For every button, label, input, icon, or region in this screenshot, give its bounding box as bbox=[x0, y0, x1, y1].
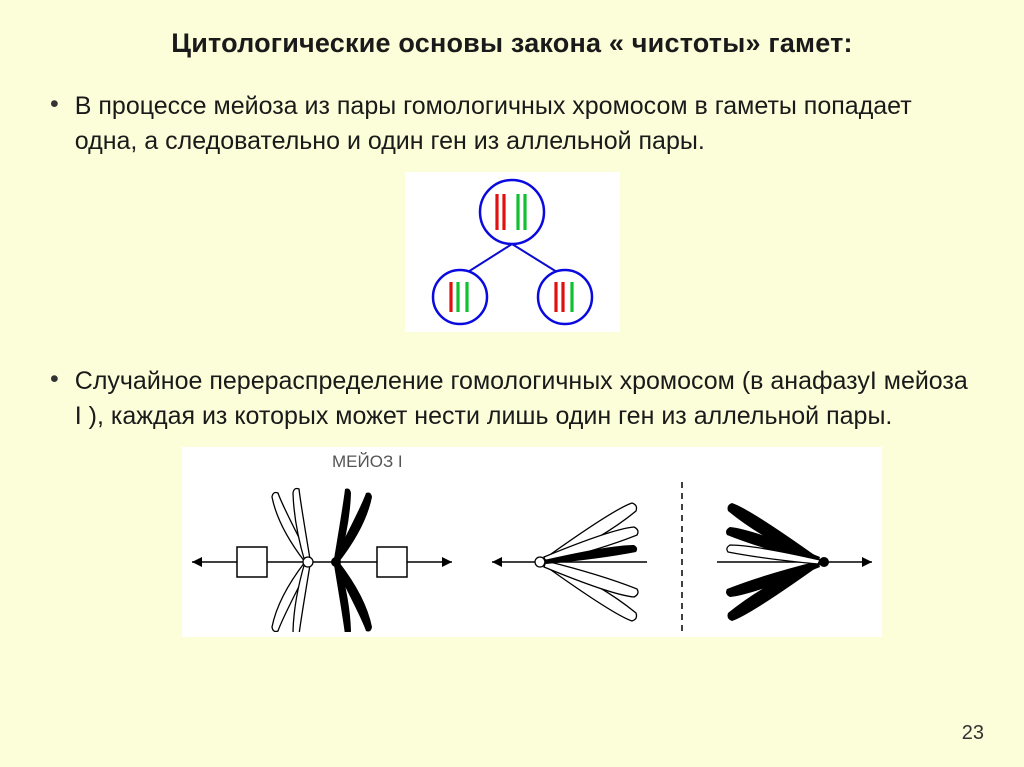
bullet-text: В процессе мейоза из пары гомологичных х… bbox=[75, 89, 974, 158]
figure-2-wrap: МЕЙОЗ I bbox=[50, 447, 974, 637]
figure-1-wrap bbox=[50, 172, 974, 332]
meiosis-label: МЕЙОЗ I bbox=[332, 452, 403, 471]
bullet-point-1: • В процессе мейоза из пары гомологичных… bbox=[50, 89, 974, 158]
meiosis-figure-block: МЕЙОЗ I bbox=[182, 447, 882, 637]
slide-title: Цитологические основы закона « чистоты» … bbox=[50, 28, 974, 59]
gamete-diagram bbox=[405, 172, 620, 332]
page-number: 23 bbox=[962, 722, 984, 745]
bullet-marker: • bbox=[50, 92, 59, 117]
bullet-point-2: • Случайное перераспределение гомологичн… bbox=[50, 364, 974, 433]
meiosis-diagram: МЕЙОЗ I bbox=[182, 447, 882, 632]
slide: Цитологические основы закона « чистоты» … bbox=[0, 0, 1024, 767]
bullet-marker: • bbox=[50, 367, 59, 392]
bullet-text: Случайное перераспределение гомологичных… bbox=[75, 364, 974, 433]
